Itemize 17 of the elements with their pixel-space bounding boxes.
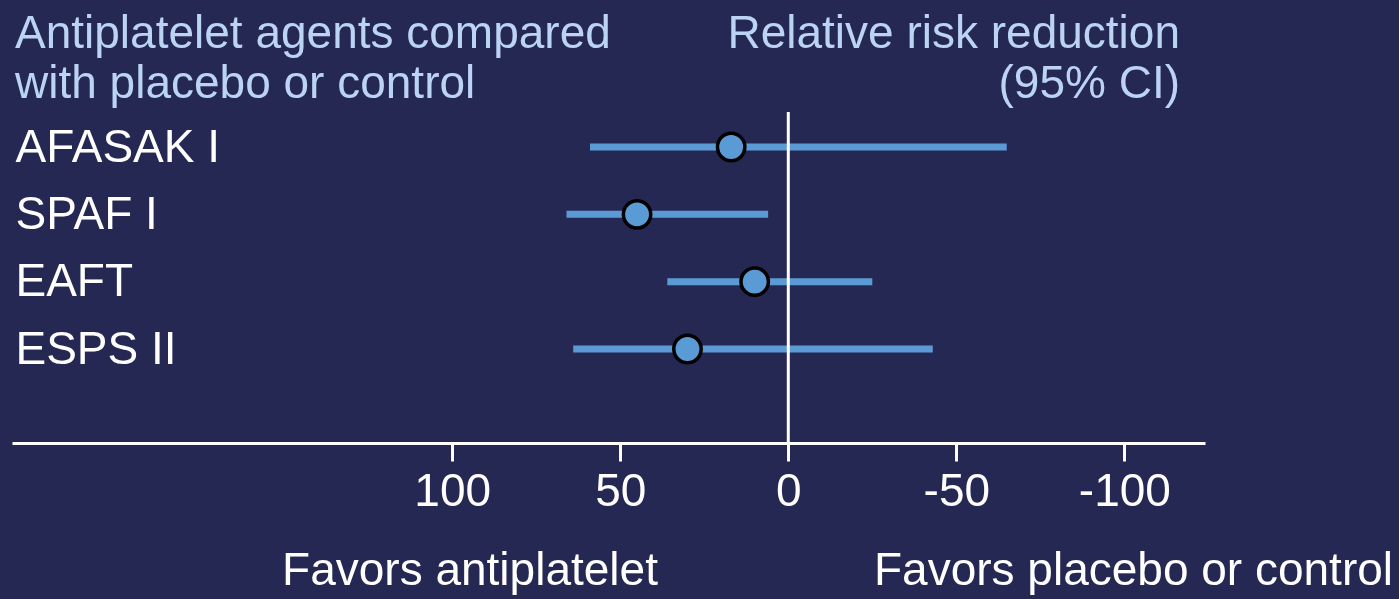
point	[672, 333, 703, 365]
x-tick-label: -100	[1078, 463, 1171, 516]
point	[621, 198, 653, 230]
y-tick-label: AFASAK I	[15, 119, 221, 172]
point	[715, 131, 747, 163]
y-tick-label: EAFT	[15, 254, 134, 307]
text: Favors antiplatelet	[282, 543, 659, 595]
y-tick-label: ESPS II	[15, 321, 177, 374]
x-tick-label: 50	[595, 463, 647, 516]
y-tick-label: SPAF I	[15, 186, 158, 239]
x-tick-label: 0	[775, 463, 802, 516]
x-tick-label: 100	[414, 463, 492, 516]
x-tick-label: -50	[923, 463, 991, 516]
chart-title: Antiplatelet agents compared with placebo or control	[14, 6, 611, 108]
text: Favors placebo or control	[873, 543, 1393, 595]
point	[739, 266, 771, 298]
x-axis-title: Relative risk reduction (95% CI)	[727, 6, 1180, 108]
